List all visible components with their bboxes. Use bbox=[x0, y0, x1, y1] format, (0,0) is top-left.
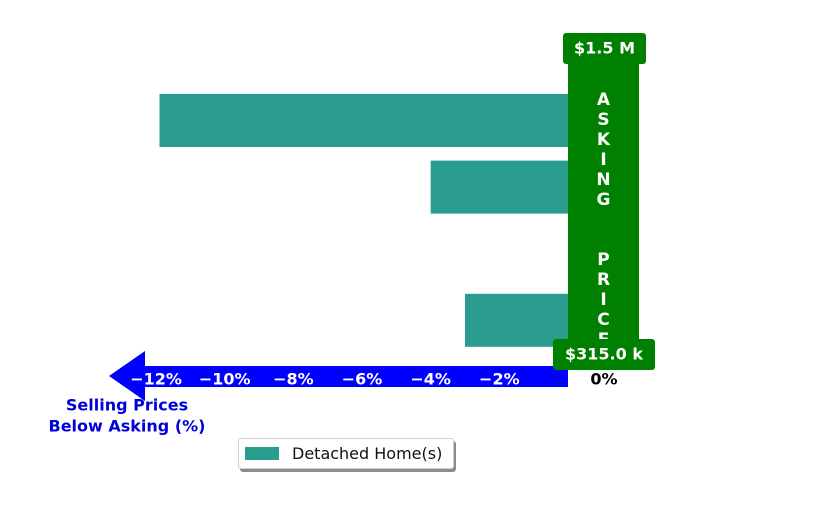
asking-price-band bbox=[568, 62, 639, 350]
legend-swatch bbox=[245, 447, 279, 460]
legend-label-detached-homes: Detached Home(s) bbox=[292, 444, 443, 463]
asking-price-letter: S bbox=[597, 110, 609, 130]
bar-1 bbox=[159, 94, 568, 147]
bottom-price-badge bbox=[553, 339, 655, 370]
asking-price-letter: R bbox=[597, 270, 610, 290]
asking-price-letter: G bbox=[597, 190, 611, 210]
x-tick-labels: −12% −10% −8% −6% −4% −2% 0% bbox=[130, 370, 617, 389]
bar-4 bbox=[465, 293, 568, 347]
bars-layer bbox=[159, 94, 606, 347]
x-tick-label: 0% bbox=[590, 370, 617, 389]
bar-2 bbox=[430, 160, 568, 214]
top-price-label: $1.5 M bbox=[574, 39, 635, 58]
x-tick-label: −10% bbox=[199, 370, 251, 389]
x-tick-label: −4% bbox=[410, 370, 451, 389]
asking-price-letter: I bbox=[600, 290, 606, 310]
x-axis-label-line: Below Asking (%) bbox=[49, 417, 206, 436]
asking-price-letter: C bbox=[597, 310, 609, 330]
x-axis-label-line: Selling Prices bbox=[66, 396, 188, 415]
legend: Detached Home(s) bbox=[238, 438, 454, 469]
x-axis-label: Selling Prices Below Asking (%) bbox=[49, 396, 206, 436]
x-tick-label: −12% bbox=[130, 370, 182, 389]
x-axis-arrow bbox=[109, 351, 568, 401]
x-tick-label: −6% bbox=[342, 370, 383, 389]
bottom-price-label: $315.0 k bbox=[565, 345, 643, 364]
asking-price-letter: K bbox=[597, 130, 611, 150]
x-tick-label: −2% bbox=[479, 370, 520, 389]
asking-price-letter: A bbox=[597, 90, 611, 110]
asking-price-letter: P bbox=[597, 250, 609, 270]
x-tick-label: −8% bbox=[273, 370, 314, 389]
asking-price-letter: I bbox=[600, 150, 606, 170]
asking-price-letter: N bbox=[596, 170, 610, 190]
asking-price-layer: ASKINGPRICE$1.5 M$315.0 k bbox=[553, 33, 655, 370]
x-axis-arrow-layer bbox=[109, 351, 568, 401]
top-price-badge bbox=[563, 33, 646, 64]
